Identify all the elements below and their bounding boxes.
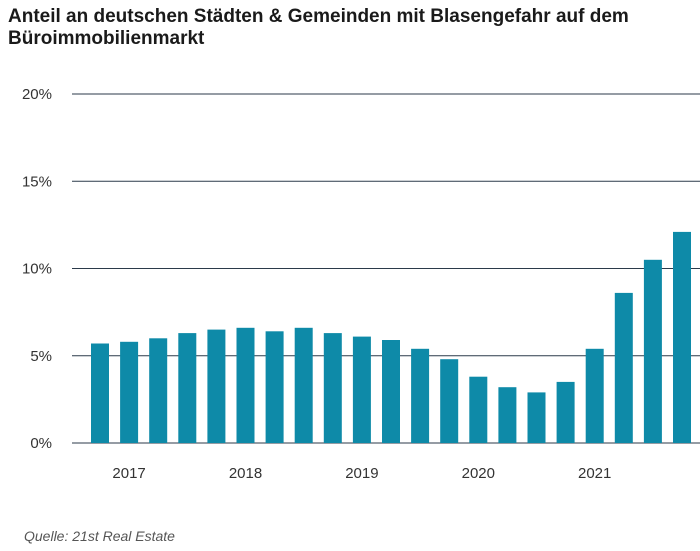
y-tick-label: 0% xyxy=(30,435,52,452)
bar xyxy=(411,348,430,443)
y-tick-label: 20% xyxy=(22,86,52,103)
bar xyxy=(236,327,255,443)
bars xyxy=(91,231,691,443)
y-axis-ticks: 0% 5% 10% 15% 20% xyxy=(22,86,52,452)
y-tick-label: 5% xyxy=(30,348,52,365)
bar xyxy=(643,259,662,443)
x-tick-label: 2018 xyxy=(229,465,262,482)
bar xyxy=(440,359,459,443)
bar xyxy=(323,333,342,443)
bar xyxy=(352,336,371,443)
bar xyxy=(527,392,546,443)
chart-title: Anteil an deutschen Städten & Gemeinden … xyxy=(8,6,629,49)
x-tick-label: 2021 xyxy=(578,465,611,482)
bar xyxy=(294,327,313,443)
bar xyxy=(498,387,517,443)
x-axis-ticks: 2017 2018 2019 2020 2021 xyxy=(112,465,611,482)
x-tick-label: 2020 xyxy=(462,465,495,482)
bar xyxy=(382,340,400,443)
x-tick-label: 2019 xyxy=(345,465,378,482)
bar xyxy=(91,343,109,443)
bar xyxy=(207,329,226,443)
bar xyxy=(556,381,575,443)
bar xyxy=(265,331,284,443)
bar xyxy=(178,333,197,443)
source-note: Quelle: 21st Real Estate xyxy=(24,528,175,544)
x-tick-label: 2017 xyxy=(112,465,145,482)
bar xyxy=(585,348,604,443)
bar xyxy=(120,341,139,443)
y-tick-label: 15% xyxy=(22,173,52,190)
bar xyxy=(614,292,633,443)
y-tick-label: 10% xyxy=(22,261,52,278)
bar xyxy=(469,376,488,443)
bar xyxy=(149,338,168,443)
bar xyxy=(673,231,691,443)
